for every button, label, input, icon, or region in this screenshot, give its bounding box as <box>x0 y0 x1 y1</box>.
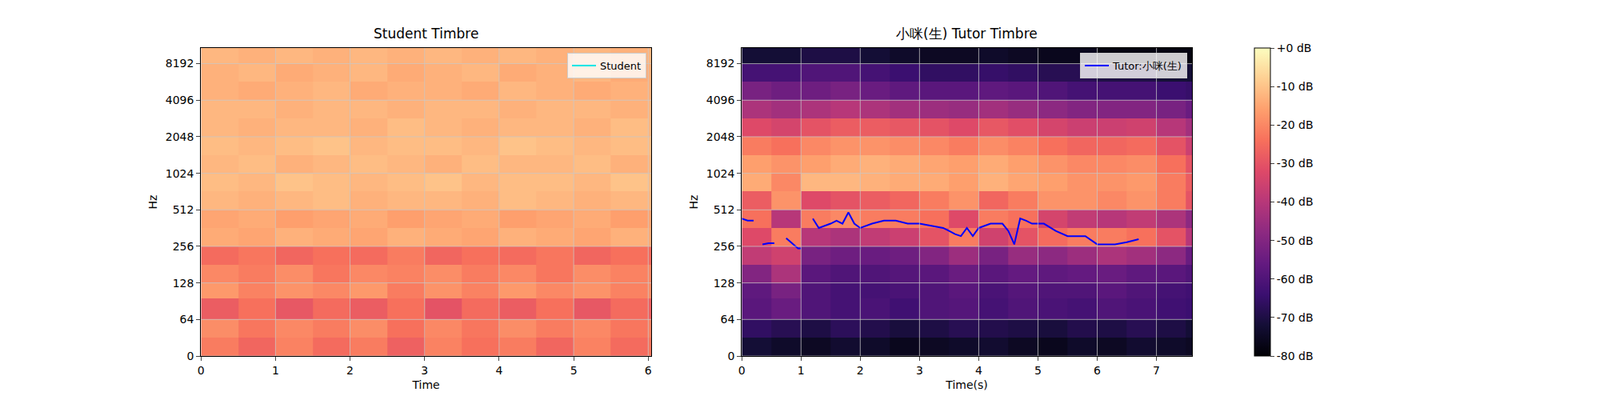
svg-text:5: 5 <box>570 364 578 377</box>
svg-text:0: 0 <box>738 364 746 377</box>
svg-text:64: 64 <box>180 312 195 326</box>
svg-text:2048: 2048 <box>706 130 736 144</box>
svg-text:5: 5 <box>1034 364 1042 377</box>
svg-text:-70 dB: -70 dB <box>1276 311 1314 324</box>
svg-text:3: 3 <box>916 364 924 377</box>
svg-text:2048: 2048 <box>165 130 195 144</box>
svg-text:Time: Time <box>411 378 440 392</box>
svg-text:6: 6 <box>1093 364 1101 377</box>
svg-text:Time(s): Time(s) <box>944 378 988 392</box>
svg-text:8192: 8192 <box>165 56 195 70</box>
svg-text:4096: 4096 <box>706 93 736 107</box>
svg-text:6: 6 <box>644 364 652 377</box>
svg-text:1024: 1024 <box>706 167 736 180</box>
svg-text:0: 0 <box>727 349 735 363</box>
svg-text:Student Timbre: Student Timbre <box>373 25 479 42</box>
svg-text:4: 4 <box>495 364 503 377</box>
svg-text:512: 512 <box>713 203 736 216</box>
svg-text:-60 dB: -60 dB <box>1276 272 1314 286</box>
svg-text:Tutor:小咪(生): Tutor:小咪(生) <box>1112 60 1182 72</box>
svg-text:64: 64 <box>720 312 736 326</box>
svg-text:4096: 4096 <box>165 93 195 107</box>
svg-text:0: 0 <box>186 349 194 363</box>
svg-text:Hz: Hz <box>146 195 160 210</box>
svg-text:0: 0 <box>197 364 205 377</box>
svg-text:4: 4 <box>975 364 983 377</box>
svg-text:8192: 8192 <box>706 56 736 70</box>
svg-text:-40 dB: -40 dB <box>1276 195 1314 208</box>
svg-text:-20 dB: -20 dB <box>1276 118 1314 132</box>
svg-text:-80 dB: -80 dB <box>1276 349 1314 363</box>
svg-text:-50 dB: -50 dB <box>1276 234 1314 248</box>
svg-text:1: 1 <box>797 364 805 377</box>
svg-text:256: 256 <box>172 240 195 253</box>
svg-text:Hz: Hz <box>687 195 700 210</box>
svg-text:1024: 1024 <box>165 167 195 180</box>
svg-text:+0 dB: +0 dB <box>1276 41 1312 55</box>
svg-text:-30 dB: -30 dB <box>1276 156 1314 170</box>
svg-text:小咪(生) Tutor Timbre: 小咪(生) Tutor Timbre <box>896 25 1038 42</box>
svg-text:1: 1 <box>272 364 280 377</box>
svg-text:128: 128 <box>713 276 736 290</box>
svg-text:-10 dB: -10 dB <box>1276 80 1314 93</box>
svg-text:7: 7 <box>1152 364 1160 377</box>
svg-text:3: 3 <box>420 364 428 377</box>
svg-text:256: 256 <box>713 240 736 253</box>
svg-text:2: 2 <box>856 364 864 377</box>
svg-text:Student: Student <box>600 60 641 72</box>
svg-text:2: 2 <box>346 364 354 377</box>
svg-text:128: 128 <box>172 276 195 290</box>
svg-text:512: 512 <box>172 203 195 216</box>
